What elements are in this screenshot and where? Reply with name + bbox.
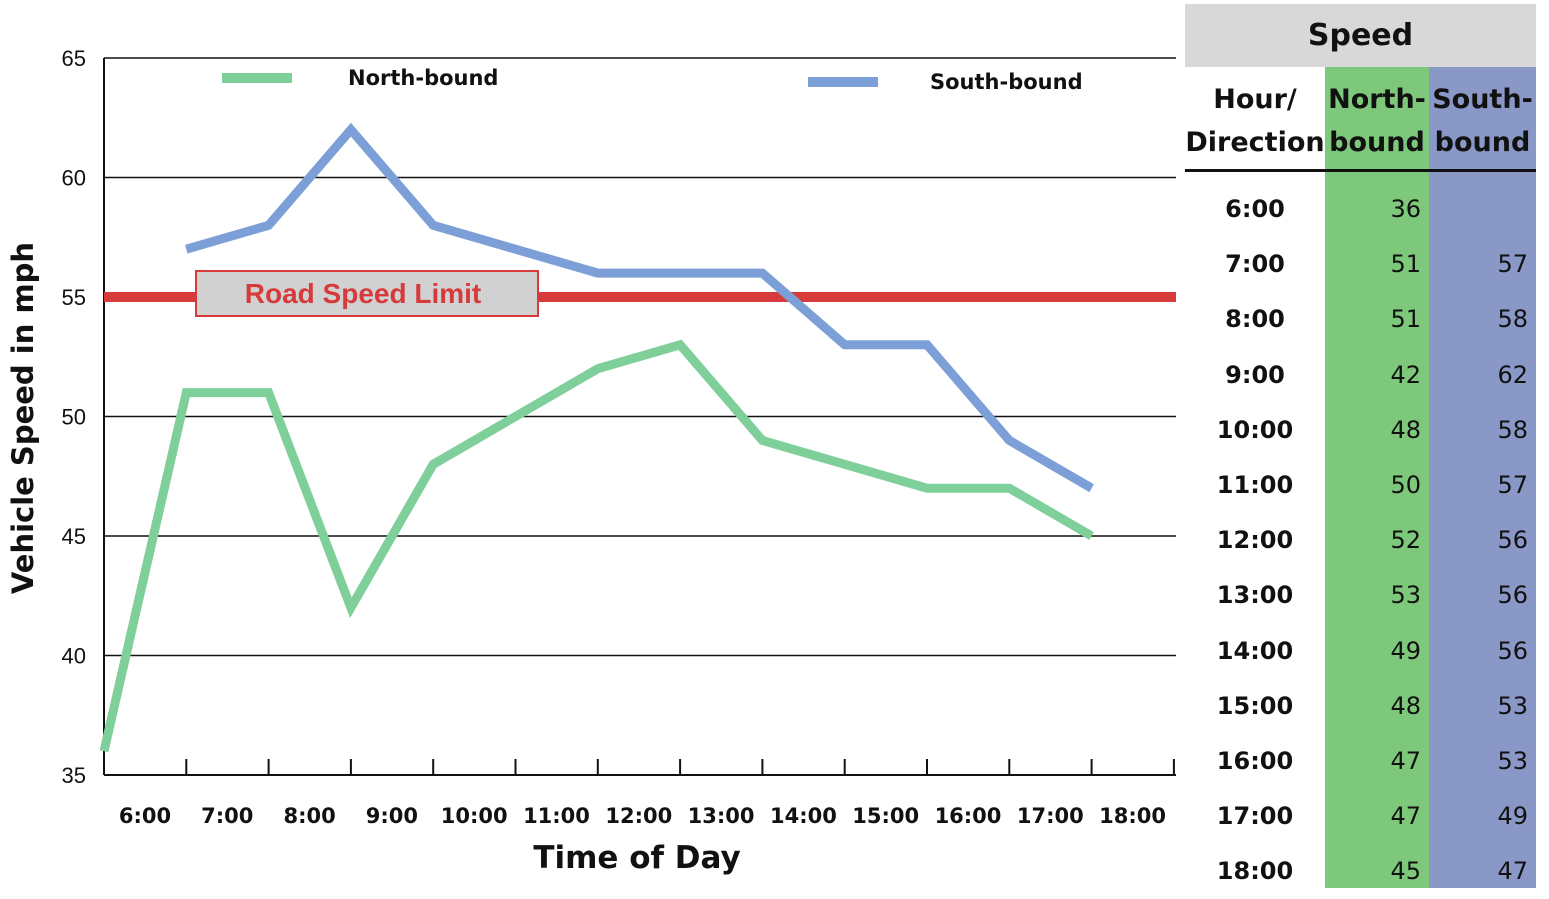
axis-labels: Time of Day Vehicle Speed in mph [6,242,741,876]
cell-hour: 10:00 [1216,415,1294,444]
table-row: 9:00 42 62 [1185,348,1536,403]
table-row: 17:00 47 49 [1185,789,1536,844]
cell-north: 36 [1390,195,1421,223]
legend: North-bound South-bound [222,66,1083,94]
cell-north: 47 [1390,802,1421,831]
south-bound-line [185,122,1094,493]
cell-south: 58 [1497,415,1528,444]
table-row: 15:00 48 53 [1185,679,1536,734]
cell-hour: 6:00 [1225,195,1285,223]
cell-south: 53 [1497,691,1528,720]
cell-south: 49 [1497,802,1528,831]
cell-south: 53 [1497,747,1528,775]
y-tick-label: 40 [62,644,86,669]
table-header-background [1185,4,1536,67]
legend-label-north: North-bound [348,66,498,90]
cell-hour: 9:00 [1225,360,1285,389]
x-tick-label: 9:00 [366,804,418,828]
table-row: 6:00 36 [1185,182,1536,237]
north-column-background [1325,67,1429,888]
x-tick-label: 10:00 [441,804,508,828]
x-tick-label: 8:00 [283,804,335,828]
cell-south: 58 [1497,305,1528,334]
cell-north: 53 [1390,581,1421,610]
table-title: Speed [1307,18,1414,53]
y-tick-label: 55 [62,285,86,310]
y-tick-label: 35 [62,763,86,788]
x-tick-label: 18:00 [1099,804,1166,828]
x-tick-label: 12:00 [605,804,672,828]
cell-north: 42 [1390,360,1421,389]
header-hour-line1: Hour/ [1213,84,1297,115]
header-divider [1185,169,1536,172]
header-hour-line2: Direction [1185,127,1325,158]
cell-hour: 12:00 [1216,526,1294,555]
table-row: 16:00 47 53 [1185,734,1536,789]
south-column-background [1429,67,1536,888]
table-row: 12:00 52 56 [1185,513,1536,568]
legend-label-south: South-bound [930,70,1083,94]
cell-hour: 13:00 [1216,581,1294,610]
header-south-line2: bound [1434,127,1531,158]
x-axis-title: Time of Day [533,840,740,876]
cell-hour: 14:00 [1216,636,1294,665]
cell-south: 56 [1497,526,1528,555]
table-row: 7:00 51 57 [1185,237,1536,292]
cell-hour: 15:00 [1216,691,1294,720]
cell-north: 47 [1390,747,1421,775]
cell-north: 48 [1390,691,1421,720]
header-north-line1: North- [1328,84,1426,115]
x-tick-label: 6:00 [119,804,171,828]
table-row: 18:00 45 47 [1185,844,1536,899]
cell-south [1429,182,1528,237]
table-row: 10:00 48 58 [1185,403,1536,458]
x-tick-label: 14:00 [770,804,837,828]
speed-limit-label-box [195,270,539,317]
cell-south: 56 [1497,581,1528,610]
axes: 35 40 45 50 55 60 65 6:00 7:00 8:00 9:00 10:00 11:00… [62,46,1176,828]
cell-south: 57 [1497,250,1528,279]
cell-south: 56 [1497,636,1528,665]
header-south-line1: South- [1432,84,1533,115]
cell-north: 51 [1390,250,1421,279]
x-tick-label: 11:00 [523,804,590,828]
cell-north: 52 [1390,526,1421,555]
y-tick-label: 45 [62,524,86,549]
x-tick-label: 17:00 [1017,804,1084,828]
table-row: 14:00 49 56 [1185,624,1536,679]
x-tick-label: 7:00 [201,804,253,828]
table-row: 8:00 51 58 [1185,292,1536,347]
x-tick-label: 16:00 [935,804,1002,828]
x-tick-label: 15:00 [852,804,919,828]
cell-south: 62 [1497,360,1528,389]
table-row: 11:00 50 57 [1185,458,1536,513]
speed-limit-label: Road Speed Limit [245,278,481,309]
header-north-line2: bound [1329,127,1425,158]
cell-north: 48 [1390,415,1421,444]
cell-south: 47 [1497,857,1528,886]
cell-hour: 17:00 [1216,802,1294,831]
table-row: 13:00 53 56 [1185,568,1536,623]
cell-hour: 18:00 [1216,857,1294,886]
cell-north: 50 [1390,471,1421,499]
cell-hour: 16:00 [1216,747,1294,775]
cell-hour: 7:00 [1225,250,1285,279]
y-axis-title: Vehicle Speed in mph [6,242,40,594]
cell-north: 51 [1390,305,1421,334]
y-tick-label: 65 [62,46,86,71]
cell-north: 49 [1390,636,1421,665]
speed-limit-layer: Road Speed Limit [104,270,1176,317]
y-tick-label: 50 [62,405,86,430]
north-bound-line [99,339,1094,753]
speed-line-chart: 35 40 45 50 55 60 65 6:00 7:00 8:00 9:00 10:00 11:00… [6,46,1176,876]
y-tick-label: 60 [62,166,86,191]
cell-north: 45 [1390,857,1421,886]
cell-south: 57 [1497,471,1528,499]
cell-hour: 8:00 [1225,305,1285,334]
cell-hour: 11:00 [1216,471,1294,499]
series-lines [99,122,1094,753]
x-tick-label: 13:00 [688,804,755,828]
